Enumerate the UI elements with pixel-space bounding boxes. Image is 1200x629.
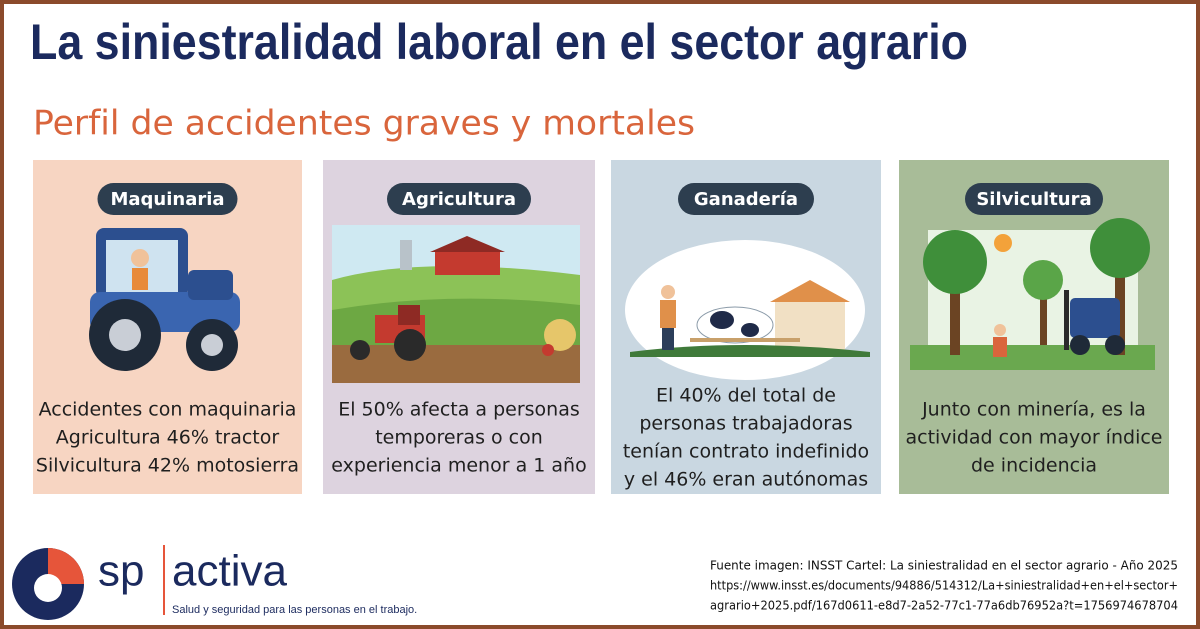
livestock-illustration [625,240,870,380]
card-label-pill [678,183,814,215]
source-line: https://www.insst.es/documents/94886/514… [710,578,1178,593]
logo-sp: sp [98,547,144,596]
card-label-pill [965,183,1103,215]
card-text-line: Agricultura 46% tractor [56,427,280,449]
card-text-line: Junto con minería, es la [921,399,1146,421]
card-text-line: temporeras o con [375,427,543,449]
card-text-line: Silvicultura 42% motosierra [36,455,299,477]
source-line: agrario+2025.pdf/167d0611-e8d7-2a52-77c1… [710,598,1178,613]
card-text-line: tenían contrato indefinido [623,441,869,463]
logo-tagline: Salud y seguridad para las personas en e… [172,604,417,616]
logo-mark [48,548,84,584]
card-text-line: El 50% afecta a personas [338,399,580,421]
card-text-line: El 40% del total de [656,385,836,407]
cards: Maquinaria Accidentes con maquinaria Agric… [33,160,1169,494]
card-label: Agricultura [402,189,516,210]
card-label: Ganadería [694,189,798,210]
card-text-line: experiencia menor a 1 año [331,455,586,477]
title: La siniestralidad laboral en el sector a… [30,14,968,70]
card-label: Maquinaria [110,189,224,210]
logo-activa: activa [172,547,287,596]
card-label: Silvicultura [976,189,1091,210]
subtitle: Perfil de accidentes graves y mortales [33,104,695,144]
card-text-line: y el 46% eran autónomas [624,469,868,491]
source-line: Fuente imagen: INSST Cartel: La siniestr… [710,558,1178,573]
tractor-illustration [89,228,240,371]
farm-illustration [332,225,580,383]
logo-mark [34,574,62,602]
card-text-line: personas trabajadoras [639,413,852,435]
card-label-pill [387,183,531,215]
source: Fuente imagen: INSST Cartel: La siniestr… [710,558,1178,613]
card: Silvicultura Junto con minería, es la acti… [899,160,1169,494]
card-text-line: Accidentes con maquinaria [39,399,297,421]
card-text-line: actividad con mayor índice [906,427,1163,449]
card: Maquinaria Accidentes con maquinaria Agric… [33,160,302,494]
forest-illustration [910,218,1155,370]
logo: sp activa Salud y seguridad para las per… [12,545,417,620]
card-text-line: de incidencia [971,455,1097,477]
card-label-pill [97,183,238,215]
